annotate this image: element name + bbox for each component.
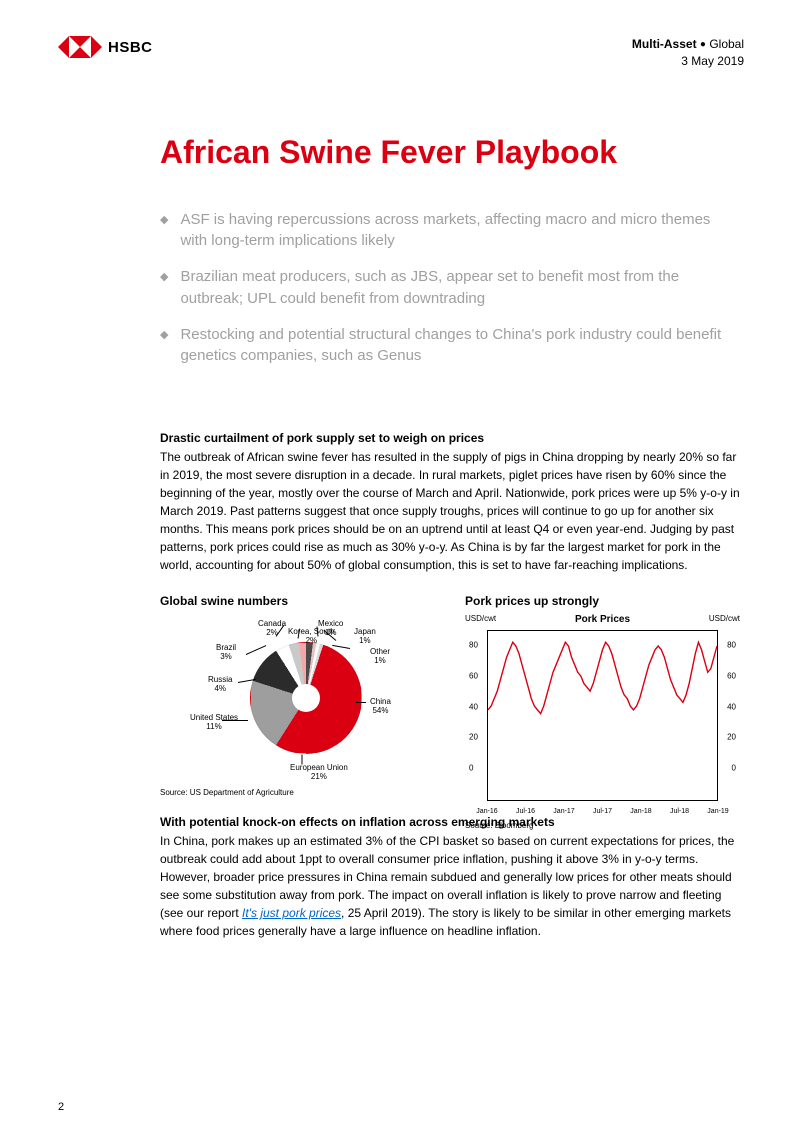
y-tick-left: 20 (469, 733, 478, 742)
line-chart-title: Pork prices up strongly (465, 594, 740, 608)
page-header: HSBC Multi-Asset ● Global 3 May 2019 (58, 36, 744, 70)
diamond-icon: ◆ (160, 213, 168, 253)
report-date: 3 May 2019 (632, 53, 744, 70)
y-tick-left: 40 (469, 702, 478, 711)
bullet-text: ASF is having repercussions across marke… (180, 209, 734, 253)
section-body-1: The outbreak of African swine fever has … (160, 448, 740, 574)
pie-chart-source: Source: US Department of Agriculture (160, 788, 435, 797)
pie-chart-area: China54% European Union21% United States11… (160, 614, 435, 784)
y-axis-unit-right: USD/cwt (709, 614, 740, 623)
region: Global (709, 37, 744, 51)
bullet-item: ◆ ASF is having repercussions across mark… (160, 209, 734, 253)
section-body-2: In China, pork makes up an estimated 3% … (160, 832, 740, 940)
pie-slice-label: Russia4% (208, 676, 232, 694)
summary-bullets: ◆ ASF is having repercussions across mark… (160, 209, 734, 368)
pie-chart-column: Global swine numbers China54% European Un… (160, 594, 435, 797)
pie-slice-label: European Union21% (290, 764, 348, 782)
pie-chart-title: Global swine numbers (160, 594, 435, 608)
page-number: 2 (58, 1101, 64, 1113)
diamond-icon: ◆ (160, 270, 168, 310)
y-axis-unit-left: USD/cwt (465, 614, 496, 623)
page-title: African Swine Fever Playbook (160, 134, 744, 171)
pie-slice-label: China54% (370, 698, 391, 716)
y-tick-right: 20 (727, 733, 736, 742)
x-tick: Jan-17 (553, 808, 574, 815)
report-link[interactable]: It's just pork prices (242, 906, 341, 920)
bullet-item: ◆ Brazilian meat producers, such as JBS, … (160, 266, 734, 310)
x-tick: Jan-16 (476, 808, 497, 815)
y-tick-right: 40 (727, 702, 736, 711)
pie-slice-label: United States11% (190, 714, 238, 732)
pie-slice-label: Japan1% (354, 628, 376, 646)
diamond-icon: ◆ (160, 328, 168, 368)
brand-name: HSBC (108, 39, 153, 56)
y-tick-right: 80 (727, 641, 736, 650)
brand-logo: HSBC (58, 36, 153, 58)
plot-area (487, 630, 718, 801)
line-chart-inner-title: Pork Prices (465, 614, 740, 625)
x-tick: Jan-19 (707, 808, 728, 815)
line-chart-area: Pork PricesUSD/cwt USD/cwt 0 0 20 20 40 40 60 60 8… (465, 614, 740, 817)
section-heading-1: Drastic curtailment of pork supply set t… (160, 431, 744, 445)
pie-slice-label: Brazil3% (216, 644, 236, 662)
y-tick-left: 0 (469, 764, 473, 773)
charts-row: Global swine numbers China54% European Un… (160, 594, 740, 797)
y-tick-right: 60 (727, 672, 736, 681)
y-tick-left: 80 (469, 641, 478, 650)
category: Multi-Asset (632, 37, 697, 51)
hsbc-hexagon-icon (58, 36, 102, 58)
pie-slice-label: Other1% (370, 648, 390, 666)
bullet-item: ◆ Restocking and potential structural cha… (160, 324, 734, 368)
x-tick: Jul-17 (593, 808, 612, 815)
x-tick: Jul-16 (516, 808, 535, 815)
x-tick: Jul-18 (670, 808, 689, 815)
line-chart-column: Pork prices up strongly Pork PricesUSD/c… (465, 594, 740, 797)
bullet-text: Brazilian meat producers, such as JBS, a… (180, 266, 734, 310)
y-tick-left: 60 (469, 672, 478, 681)
bullet-text: Restocking and potential structural chan… (180, 324, 734, 368)
y-tick-right: 0 (732, 764, 736, 773)
header-meta: Multi-Asset ● Global 3 May 2019 (632, 36, 744, 70)
x-tick: Jan-18 (630, 808, 651, 815)
